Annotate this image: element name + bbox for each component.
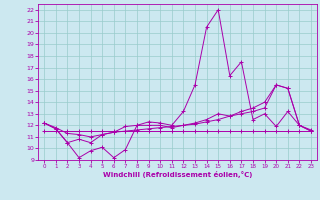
X-axis label: Windchill (Refroidissement éolien,°C): Windchill (Refroidissement éolien,°C)	[103, 171, 252, 178]
